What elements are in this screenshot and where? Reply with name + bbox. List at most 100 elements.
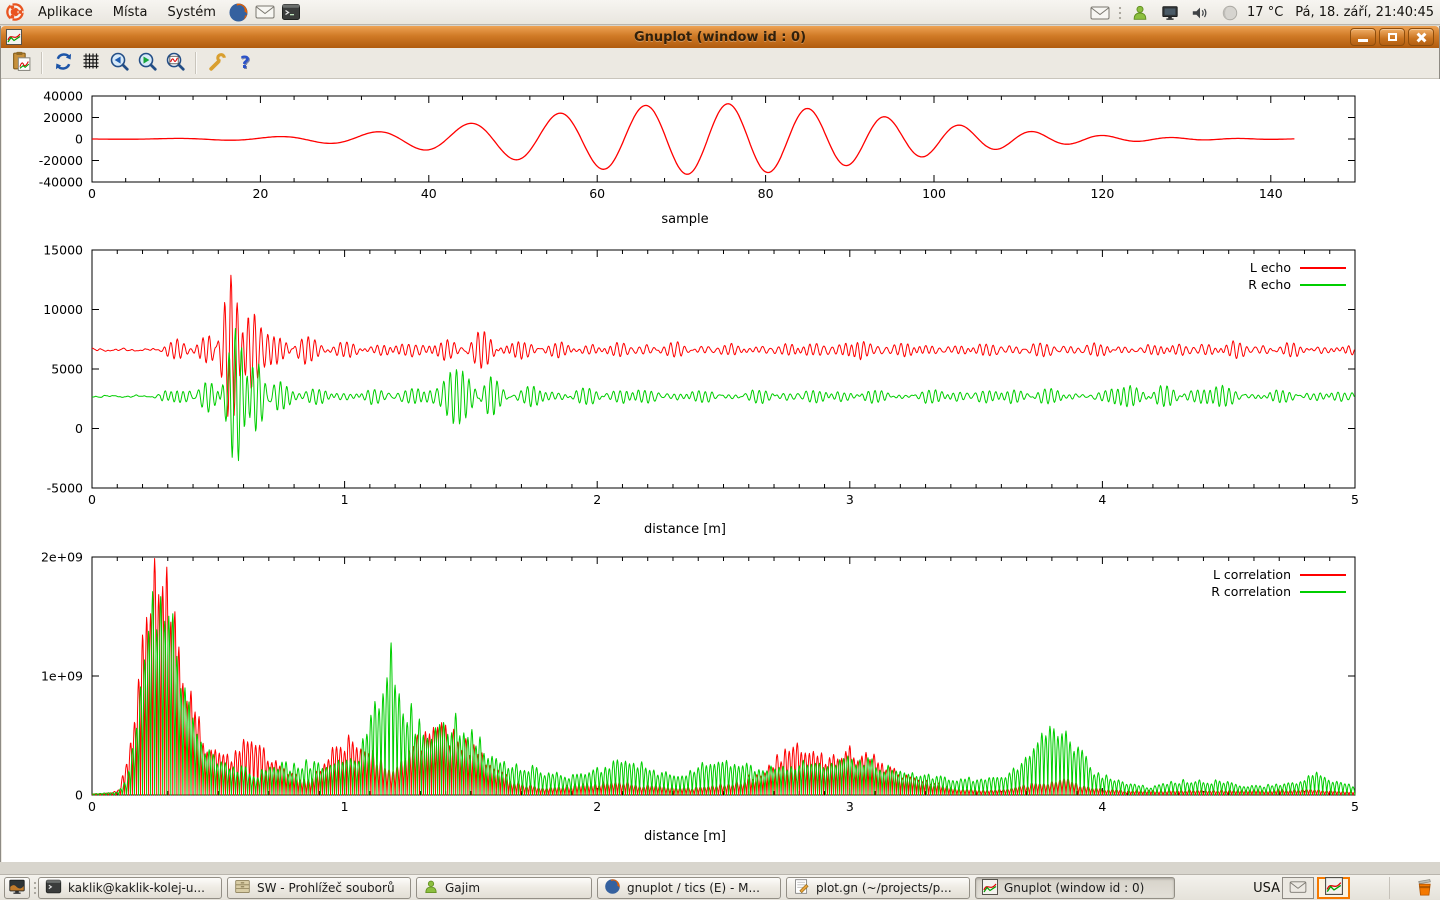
settings-button[interactable] bbox=[203, 50, 231, 76]
legend-line-swatch bbox=[1300, 573, 1346, 576]
terminal-icon[interactable] bbox=[278, 0, 304, 24]
grid-icon bbox=[81, 51, 101, 75]
svg-text:1: 1 bbox=[341, 492, 349, 507]
correlation-chart[interactable]: 0 1 2 3 4 5 0 1e+09 2e+09 distance [m] L correla… bbox=[2, 546, 1440, 851]
waveform-chart[interactable]: 0 20 40 60 80 100 120 140 -40000 -20000 0 20000 4000… bbox=[2, 79, 1440, 234]
gnuplot-toolbar: ? bbox=[1, 48, 1439, 79]
firefox-icon bbox=[604, 878, 621, 898]
svg-text:5: 5 bbox=[1351, 492, 1359, 507]
minimize-button[interactable] bbox=[1350, 28, 1376, 46]
x-axis-label: distance [m] bbox=[643, 829, 727, 844]
mail-icon bbox=[1289, 879, 1307, 898]
taskbar-item-file-manager[interactable]: SW - Prohlížeč souborů bbox=[227, 877, 411, 899]
legend-line-swatch bbox=[1300, 283, 1346, 286]
echo-legend: L echo R echo bbox=[1248, 259, 1346, 293]
svg-text:3: 3 bbox=[846, 492, 854, 507]
ubuntu-logo-icon[interactable] bbox=[2, 0, 28, 24]
copy-button[interactable] bbox=[7, 50, 35, 76]
svg-text:5: 5 bbox=[1351, 799, 1359, 814]
replot-button[interactable] bbox=[49, 50, 77, 76]
svg-text:1: 1 bbox=[341, 799, 349, 814]
help-icon: ? bbox=[240, 53, 250, 73]
temperature-label[interactable]: 17 °C bbox=[1247, 5, 1284, 20]
clock-label[interactable]: Pá, 18. září, 21:40:45 bbox=[1295, 5, 1434, 20]
help-button[interactable]: ? bbox=[231, 50, 259, 76]
firefox-icon[interactable] bbox=[226, 0, 252, 24]
window-titlebar[interactable]: Gnuplot (window id : 0) bbox=[1, 26, 1439, 48]
system-tray: 17 °C Pá, 18. září, 21:40:45 bbox=[1087, 0, 1434, 25]
panel-grip[interactable] bbox=[1117, 4, 1124, 21]
replot-icon bbox=[53, 51, 74, 76]
x-axis-label: distance [m] bbox=[643, 522, 727, 537]
maximize-button[interactable] bbox=[1379, 28, 1405, 46]
taskbar-item-firefox[interactable]: gnuplot / tics (E) - M... bbox=[597, 877, 781, 899]
svg-text:120: 120 bbox=[1090, 186, 1114, 201]
zoom-next-button[interactable] bbox=[133, 50, 161, 76]
display-icon[interactable] bbox=[1157, 1, 1183, 25]
task-label: Gnuplot (window id : 0) bbox=[1004, 881, 1145, 895]
svg-text:4: 4 bbox=[1098, 492, 1106, 507]
svg-text:60: 60 bbox=[589, 186, 605, 201]
weather-icon[interactable] bbox=[1217, 1, 1243, 25]
menu-applications[interactable]: Aplikace bbox=[38, 4, 93, 20]
zoom-button[interactable] bbox=[161, 50, 189, 76]
echo-chart[interactable]: 0 1 2 3 4 5 -5000 0 5000 10000 15000 distance [m] … bbox=[2, 239, 1440, 544]
svg-text:40000: 40000 bbox=[43, 89, 83, 104]
legend-label: L correlation bbox=[1212, 567, 1291, 582]
svg-text:0: 0 bbox=[75, 132, 83, 147]
show-desktop-button[interactable] bbox=[4, 877, 30, 899]
svg-text:4: 4 bbox=[1098, 799, 1106, 814]
svg-text:1e+09: 1e+09 bbox=[41, 669, 83, 684]
svg-text:15000: 15000 bbox=[43, 243, 83, 258]
terminal-icon bbox=[45, 878, 62, 898]
trash-button[interactable] bbox=[1412, 876, 1436, 900]
svg-text:3: 3 bbox=[846, 799, 854, 814]
toolbar-separator bbox=[195, 52, 197, 74]
taskbar-item-terminal[interactable]: kaklik@kaklik-kolej-u... bbox=[38, 877, 222, 899]
taskbar-grip[interactable] bbox=[32, 880, 38, 896]
gajim-icon[interactable] bbox=[1127, 1, 1153, 25]
legend-label: R echo bbox=[1248, 277, 1291, 292]
mail-icon[interactable] bbox=[252, 0, 278, 24]
taskbar-item-editor[interactable]: plot.gn (~/projects/p... bbox=[786, 877, 970, 899]
grid-button[interactable] bbox=[77, 50, 105, 76]
settings-icon bbox=[207, 51, 228, 76]
taskbar-item-gajim[interactable]: Gajim bbox=[416, 877, 592, 899]
text-editor-icon bbox=[793, 878, 810, 898]
close-icon bbox=[1416, 32, 1427, 43]
svg-text:-40000: -40000 bbox=[39, 175, 83, 190]
svg-text:-5000: -5000 bbox=[47, 481, 83, 496]
gajim-icon bbox=[423, 879, 439, 898]
task-label: Gajim bbox=[445, 881, 481, 895]
close-button[interactable] bbox=[1408, 28, 1434, 46]
mail-icon[interactable] bbox=[1087, 1, 1113, 25]
svg-text:2: 2 bbox=[593, 799, 601, 814]
menu-system[interactable]: Systém bbox=[167, 4, 216, 20]
svg-text:20: 20 bbox=[252, 186, 268, 201]
toolbar-separator bbox=[41, 52, 43, 74]
keyboard-layout-indicator[interactable]: USA bbox=[1253, 880, 1280, 896]
gnuplot-icon bbox=[6, 29, 22, 49]
legend-line-swatch bbox=[1300, 590, 1346, 593]
task-label: kaklik@kaklik-kolej-u... bbox=[68, 881, 205, 895]
task-label: gnuplot / tics (E) - M... bbox=[627, 881, 760, 895]
mail-tray-button[interactable] bbox=[1282, 877, 1314, 899]
svg-text:100: 100 bbox=[922, 186, 946, 201]
taskbar-item-gnuplot[interactable]: Gnuplot (window id : 0) bbox=[975, 877, 1175, 899]
correlation-legend: L correlation R correlation bbox=[1211, 566, 1346, 600]
taskbar-separator bbox=[1389, 877, 1390, 899]
svg-text:2e+09: 2e+09 bbox=[41, 550, 83, 565]
svg-text:80: 80 bbox=[758, 186, 774, 201]
zoom-previous-button[interactable] bbox=[105, 50, 133, 76]
gnuplot-window: Gnuplot (window id : 0) bbox=[0, 26, 1440, 862]
task-label: plot.gn (~/projects/p... bbox=[816, 881, 952, 895]
minimize-icon bbox=[1358, 39, 1368, 42]
volume-icon[interactable] bbox=[1187, 1, 1213, 25]
svg-text:10000: 10000 bbox=[43, 302, 83, 317]
gnome-top-panel: Aplikace Místa Systém bbox=[0, 0, 1440, 25]
zoom-icon bbox=[165, 51, 186, 76]
show-desktop-icon bbox=[8, 877, 26, 899]
gnuplot-tray-button[interactable] bbox=[1317, 877, 1350, 899]
menu-places[interactable]: Místa bbox=[112, 4, 148, 20]
